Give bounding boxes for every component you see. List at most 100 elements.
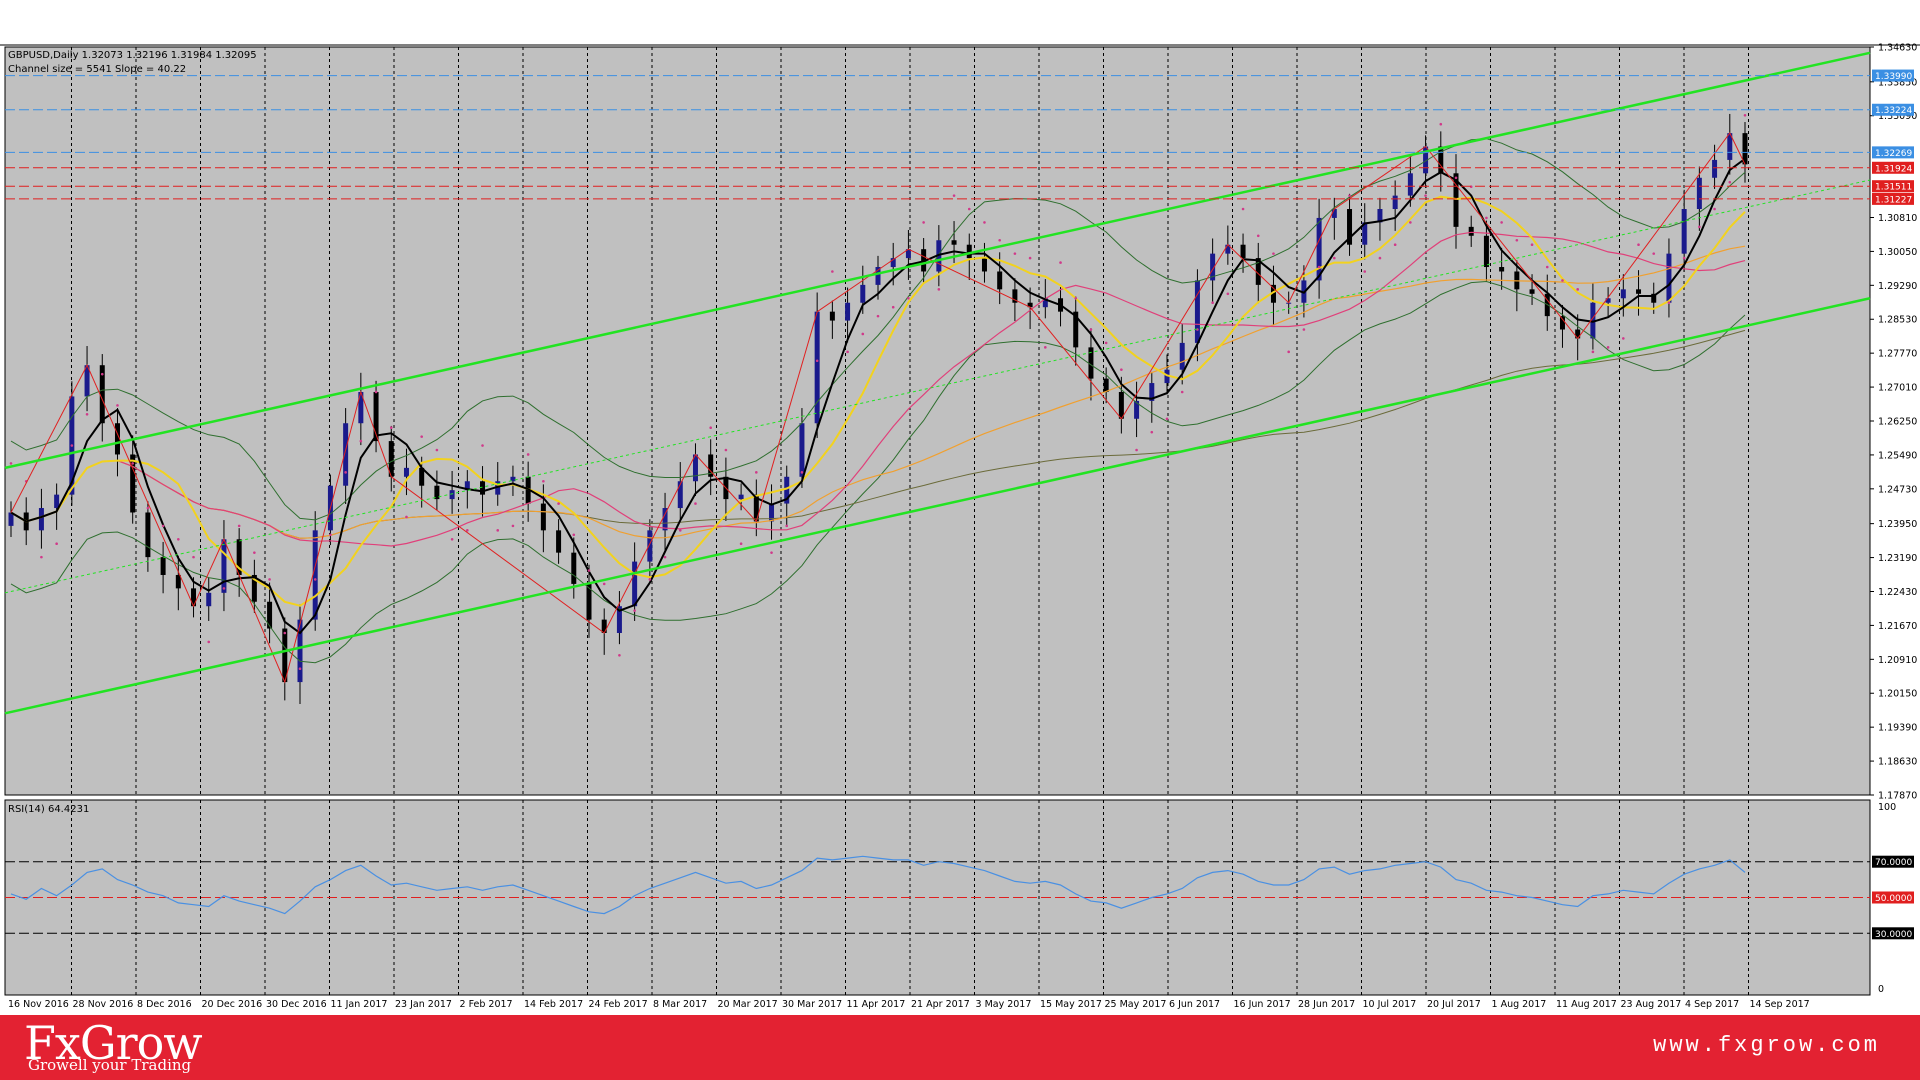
candle-body — [814, 311, 820, 424]
candle-body — [677, 481, 683, 509]
x-tick-label: 4 Sep 2017 — [1685, 999, 1739, 1010]
sar-dot — [329, 533, 332, 537]
sar-dot — [466, 529, 469, 532]
y-tick-label: 1.24730 — [1878, 484, 1917, 495]
sar-dot — [1591, 350, 1595, 354]
sar-dot — [1302, 328, 1306, 331]
candle-body — [1483, 235, 1489, 268]
sar-dot — [922, 221, 925, 224]
rsi-axis-bottom: 0 — [1878, 984, 1884, 995]
y-tick-label: 1.19390 — [1878, 723, 1917, 734]
sar-dot — [770, 551, 773, 554]
y-tick-label: 1.22430 — [1878, 587, 1917, 598]
sar-dot — [815, 359, 819, 363]
main-panel — [4, 46, 1871, 796]
candle-body — [84, 365, 90, 397]
candle-body — [601, 619, 607, 633]
x-tick-label: 20 Jul 2017 — [1427, 999, 1481, 1010]
x-tick-label: 11 Apr 2017 — [847, 999, 906, 1010]
sar-dot — [739, 542, 743, 546]
candle-body — [540, 503, 546, 531]
sar-dot — [937, 288, 941, 291]
x-tick-label: 14 Feb 2017 — [524, 999, 583, 1010]
sar-dot — [1393, 243, 1397, 247]
sar-dot — [344, 471, 347, 474]
x-tick-label: 6 Jun 2017 — [1169, 999, 1220, 1010]
sar-dot — [1287, 350, 1290, 354]
candle-body — [875, 267, 881, 285]
y-tick-label: 1.25490 — [1878, 450, 1917, 461]
candle-body — [175, 574, 181, 589]
sar-dot — [1028, 256, 1032, 260]
candle-body — [1164, 369, 1170, 384]
sar-dot — [1120, 368, 1123, 371]
moving-average-pink — [10, 231, 1746, 547]
candle-body — [191, 588, 197, 607]
x-tick-label: 30 Mar 2017 — [782, 999, 842, 1010]
sar-dot — [496, 529, 500, 532]
candle-body — [647, 530, 653, 562]
sar-dot — [1348, 194, 1351, 197]
price-level-label: 1.33224 — [1875, 106, 1912, 116]
candle-body — [388, 441, 394, 477]
rsi-level-label: 70.0000 — [1875, 858, 1912, 868]
candle-body — [343, 423, 349, 486]
price-level-label: 1.33990 — [1875, 72, 1912, 82]
sar-dot — [1256, 234, 1260, 238]
candle-body — [997, 271, 1003, 290]
sar-dot — [998, 238, 1001, 242]
candle-body — [1407, 173, 1413, 196]
candle-body — [1438, 146, 1444, 174]
candle-body — [1118, 391, 1124, 419]
candle-body — [753, 494, 759, 522]
sar-dot — [846, 350, 849, 354]
sar-dot — [557, 502, 560, 505]
candle-body — [632, 561, 638, 607]
sar-dot — [1515, 238, 1519, 242]
sar-dot — [253, 551, 256, 554]
sar-dot — [1545, 265, 1549, 269]
sar-dot — [298, 667, 302, 670]
candle-body — [1727, 133, 1733, 160]
x-tick-label: 1 Aug 2017 — [1492, 999, 1547, 1010]
sar-dot — [1211, 301, 1214, 305]
candle-body — [829, 311, 835, 321]
price-level-tag — [1872, 192, 1914, 205]
candle-body — [586, 583, 592, 620]
y-tick-label: 1.23950 — [1878, 519, 1917, 530]
sar-dot — [222, 587, 226, 590]
candle-body — [571, 552, 577, 584]
candle-body — [1225, 244, 1231, 254]
sar-dot — [511, 524, 515, 528]
rsi-header: RSI(14) 64.4231 — [8, 804, 89, 815]
sar-dot — [663, 555, 667, 559]
y-tick-label: 1.26250 — [1878, 417, 1917, 428]
price-level-tag — [1872, 161, 1914, 174]
sar-dot — [40, 555, 43, 559]
candle-body — [1392, 195, 1398, 210]
x-tick-label: 11 Jan 2017 — [331, 999, 388, 1010]
price-level-tag — [1872, 103, 1914, 116]
candle-body — [981, 258, 987, 272]
sar-dot — [1089, 328, 1093, 331]
candle-body — [312, 530, 318, 620]
candle-body — [1559, 316, 1565, 330]
sar-dot — [1439, 122, 1443, 126]
candle-body — [662, 508, 668, 531]
x-tick-label: 30 Dec 2016 — [266, 999, 327, 1010]
candle-body — [1088, 347, 1094, 379]
sar-dot — [1698, 225, 1701, 229]
candle-body — [556, 530, 562, 553]
sar-dot — [724, 448, 728, 452]
y-tick-label: 1.33090 — [1878, 111, 1917, 122]
candle-body — [510, 476, 516, 482]
sar-dot — [1104, 341, 1108, 345]
sar-dot — [861, 332, 865, 336]
website-url[interactable]: www.fxgrow.com — [1653, 1033, 1880, 1058]
sar-dot — [1180, 390, 1184, 394]
sar-dot — [1576, 288, 1579, 291]
sar-dot — [1241, 207, 1245, 211]
candle-body — [236, 539, 242, 575]
candle-body — [1042, 298, 1048, 308]
sar-dot — [648, 578, 652, 581]
